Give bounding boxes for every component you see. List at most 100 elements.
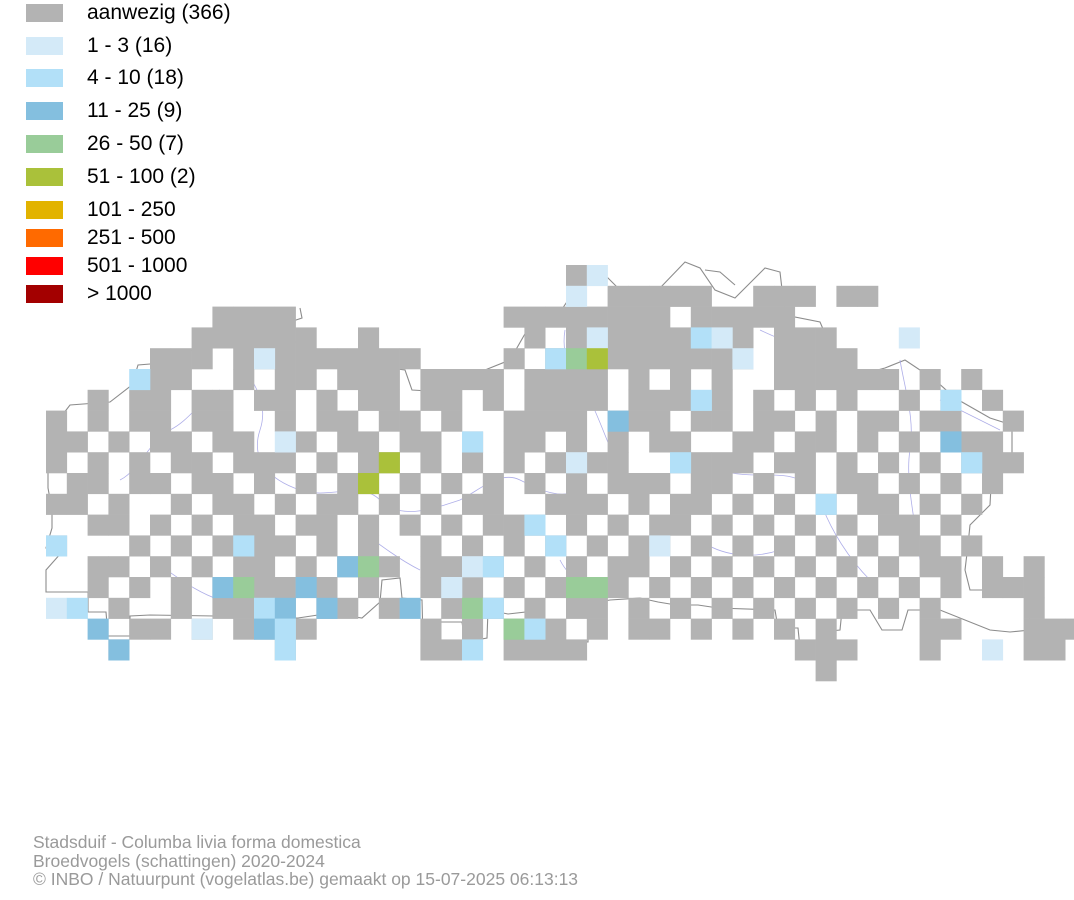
grid-cell (441, 639, 463, 661)
grid-cell (254, 618, 276, 640)
grid-cell (566, 493, 588, 515)
grid-cell (815, 369, 837, 391)
grid-cell (794, 473, 816, 495)
grid-cell (316, 514, 338, 536)
grid-cell (732, 535, 754, 557)
grid-cell (857, 410, 879, 432)
grid-cell (337, 556, 359, 578)
grid-cell (87, 389, 109, 411)
legend-swatch (26, 257, 63, 275)
grid-cell (586, 597, 608, 619)
grid-cell (274, 577, 296, 599)
grid-cell (441, 369, 463, 391)
grid-cell (961, 369, 983, 391)
grid-cell (628, 597, 650, 619)
grid-cell (815, 431, 837, 453)
grid-cell (233, 618, 255, 640)
grid-cell (545, 410, 567, 432)
grid-cell (46, 452, 68, 474)
grid-cell (711, 473, 733, 495)
species-name: Stadsduif - Columba livia forma domestic… (33, 832, 361, 852)
grid-cell (420, 389, 442, 411)
grid-cell (108, 431, 130, 453)
grid-cell (982, 556, 1004, 578)
grid-cell (732, 348, 754, 370)
grid-cell (982, 577, 1004, 599)
grid-cell (482, 369, 504, 391)
grid-cell (191, 618, 213, 640)
grid-cell (836, 452, 858, 474)
grid-cell (274, 389, 296, 411)
grid-cell (836, 556, 858, 578)
grid-cell (774, 577, 796, 599)
grid-cell (87, 473, 109, 495)
grid-cell (254, 348, 276, 370)
grid-cell (337, 348, 359, 370)
legend-item: 251 - 500 (26, 227, 176, 249)
grid-cell (940, 431, 962, 453)
grid-cell (919, 452, 941, 474)
grid-cell (566, 369, 588, 391)
grid-cell (462, 639, 484, 661)
grid-cell (690, 473, 712, 495)
grid-cell (566, 431, 588, 453)
grid-cell (170, 577, 192, 599)
grid-cell (254, 535, 276, 557)
grid-cell (919, 618, 941, 640)
grid-cell (878, 452, 900, 474)
grid-cell (66, 473, 88, 495)
grid-cell (212, 597, 234, 619)
grid-cell (108, 597, 130, 619)
grid-cell (670, 369, 692, 391)
grid-cell (316, 597, 338, 619)
grid-cell (857, 535, 879, 557)
grid-cell (815, 410, 837, 432)
grid-cell (420, 639, 442, 661)
grid-cell (774, 348, 796, 370)
legend-label: 51 - 100 (2) (87, 165, 196, 188)
grid-cell (732, 327, 754, 349)
grid-cell (753, 473, 775, 495)
grid-cell (399, 473, 421, 495)
grid-cell (649, 348, 671, 370)
grid-cell (462, 577, 484, 599)
legend-label: 101 - 250 (87, 198, 176, 221)
grid-cell (732, 306, 754, 328)
grid-cell (274, 618, 296, 640)
grid-cell (524, 306, 546, 328)
grid-cell (566, 452, 588, 474)
grid-cell (586, 618, 608, 640)
grid-cell (441, 389, 463, 411)
grid-cell (545, 618, 567, 640)
grid-cell (524, 618, 546, 640)
grid-cell (503, 514, 525, 536)
grid-cell (420, 535, 442, 557)
grid-cell (607, 473, 629, 495)
grid-cell (254, 327, 276, 349)
grid-cell (878, 597, 900, 619)
grid-cell (711, 306, 733, 328)
grid-cell (753, 389, 775, 411)
grid-cell (170, 535, 192, 557)
grid-cell (545, 348, 567, 370)
grid-cell (441, 514, 463, 536)
grid-cell (982, 452, 1004, 474)
grid-cell (482, 473, 504, 495)
grid-cell (670, 493, 692, 515)
grid-cell (378, 369, 400, 391)
grid-cell (670, 285, 692, 307)
legend-item: 501 - 1000 (26, 255, 187, 277)
grid-cell (358, 327, 380, 349)
grid-cell (108, 493, 130, 515)
map-legend: aanwezig (366) 1 - 3 (16) 4 - 10 (18) 11 - … (0, 0, 420, 310)
grid-cell (274, 348, 296, 370)
grid-cell (794, 285, 816, 307)
grid-cell (191, 514, 213, 536)
grid-cell (129, 577, 151, 599)
grid-cell (566, 410, 588, 432)
grid-cell (836, 389, 858, 411)
grid-cell (233, 348, 255, 370)
grid-cell (274, 306, 296, 328)
grid-cell (191, 473, 213, 495)
grid-cell (316, 493, 338, 515)
